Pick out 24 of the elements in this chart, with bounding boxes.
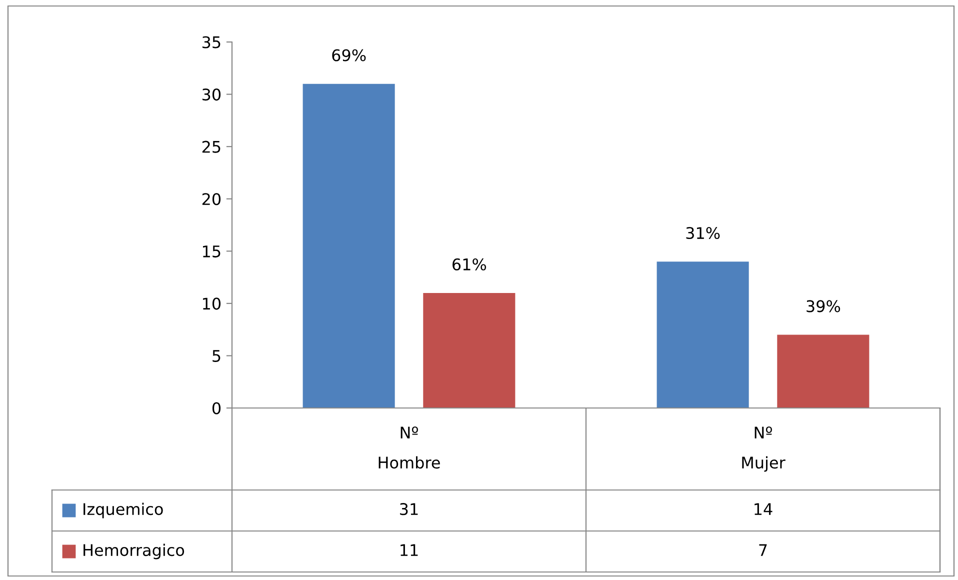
y-tick-label: 10 — [203, 298, 221, 310]
annotation: 31% — [686, 226, 720, 240]
y-tick-label: 15 — [203, 246, 220, 258]
legend-label: Hemorragico — [84, 544, 184, 560]
data-label: 7 — [759, 544, 767, 556]
y-tick-label: 25 — [202, 140, 220, 153]
annotation: 61% — [452, 258, 486, 270]
annotation: 39% — [806, 300, 840, 312]
bar — [423, 292, 516, 408]
x-tick-label: Nº Hombre — [378, 426, 440, 469]
data-label: 11 — [400, 544, 418, 556]
y-tick-label: 35 — [202, 36, 220, 48]
y-tick-label: 5 — [212, 350, 220, 362]
y-tick-label: 0 — [212, 402, 221, 414]
bar — [302, 84, 395, 408]
legend-label: Izquemico — [84, 502, 163, 518]
y-tick-label: 20 — [202, 193, 221, 206]
y-tick-label: 30 — [202, 88, 221, 101]
annotation: 69% — [332, 49, 366, 62]
bar — [656, 262, 749, 408]
bar — [777, 334, 870, 408]
data-label: 14 — [754, 503, 772, 515]
x-tick-label: Nº Mujer — [742, 426, 786, 472]
data-label: 31 — [400, 503, 418, 516]
